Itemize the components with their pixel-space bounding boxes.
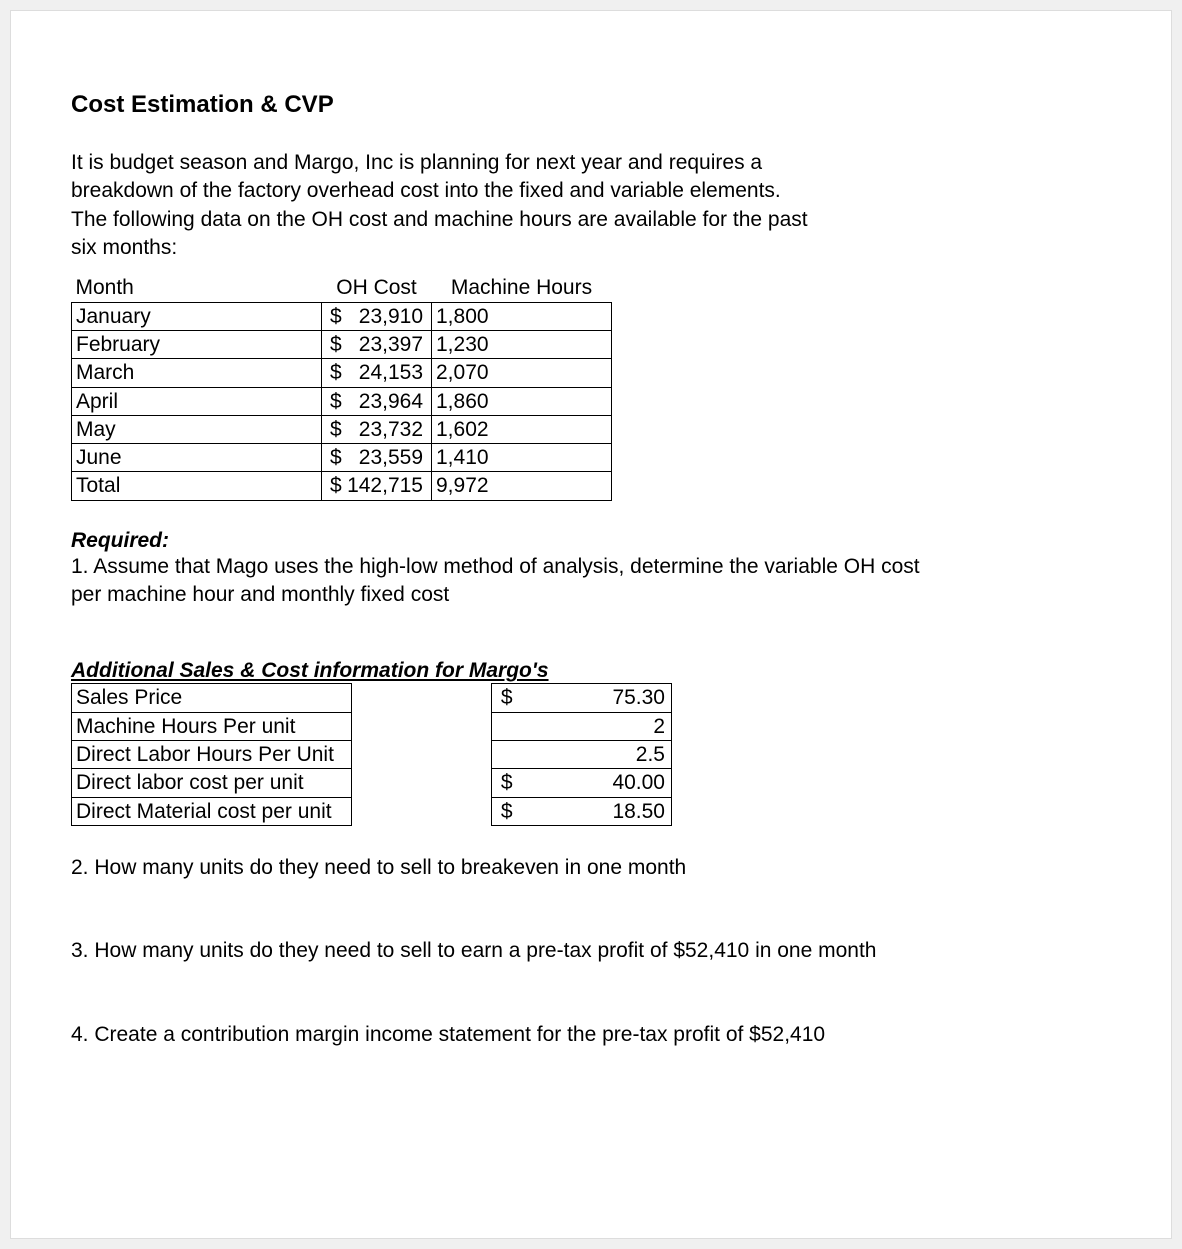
- table-row: January $23,910 1,800: [72, 302, 612, 330]
- info-gap: [352, 769, 492, 797]
- cell-oh: $23,559: [322, 444, 432, 472]
- cell-oh: $23,732: [322, 415, 432, 443]
- table-row: Machine Hours Per unit 2: [72, 712, 672, 740]
- table-row: May $23,732 1,602: [72, 415, 612, 443]
- currency-symbol: $: [492, 684, 522, 712]
- info-value: 75.30: [522, 684, 672, 712]
- currency-symbol: $: [330, 388, 342, 415]
- cell-oh: $24,153: [322, 359, 432, 387]
- additional-info-title: Additional Sales & Cost information for …: [71, 659, 1111, 683]
- currency-symbol: $: [330, 416, 342, 443]
- currency-symbol: $: [330, 331, 342, 358]
- table-row: June $23,559 1,410: [72, 444, 612, 472]
- table-header-row: Month OH Cost Machine Hours: [72, 274, 612, 302]
- info-gap: [352, 741, 492, 769]
- info-row-label: Direct Material cost per unit: [72, 797, 352, 825]
- cell-month: March: [72, 359, 322, 387]
- table-row: April $23,964 1,860: [72, 387, 612, 415]
- cell-oh: $142,715: [322, 472, 432, 500]
- table-row: March $24,153 2,070: [72, 359, 612, 387]
- oh-value: 23,732: [359, 416, 423, 443]
- oh-value: 23,910: [359, 303, 423, 330]
- cell-mh: 1,800: [432, 302, 612, 330]
- page-title: Cost Estimation & CVP: [71, 91, 1111, 119]
- cell-mh: 1,230: [432, 330, 612, 358]
- cost-info-table: Sales Price $ 75.30 Machine Hours Per un…: [71, 683, 672, 825]
- info-value: 2.5: [522, 741, 672, 769]
- currency-symbol: [492, 712, 522, 740]
- question-2: 2. How many units do they need to sell t…: [71, 854, 1111, 882]
- info-gap: [352, 797, 492, 825]
- overhead-table: Month OH Cost Machine Hours January $23,…: [71, 274, 612, 500]
- cell-mh: 1,410: [432, 444, 612, 472]
- required-label: Required:: [71, 529, 1111, 553]
- col-header-mh: Machine Hours: [432, 274, 612, 302]
- question-4: 4. Create a contribution margin income s…: [71, 1021, 1111, 1049]
- col-header-oh: OH Cost: [322, 274, 432, 302]
- currency-symbol: $: [330, 303, 342, 330]
- cell-month: Total: [72, 472, 322, 500]
- info-gap: [352, 712, 492, 740]
- table-row: Direct Labor Hours Per Unit 2.5: [72, 741, 672, 769]
- table-row: Direct Material cost per unit $ 18.50: [72, 797, 672, 825]
- question-1: 1. Assume that Mago uses the high-low me…: [71, 553, 931, 610]
- info-value: 18.50: [522, 797, 672, 825]
- cell-mh: 1,860: [432, 387, 612, 415]
- info-value: 40.00: [522, 769, 672, 797]
- table-row-total: Total $142,715 9,972: [72, 472, 612, 500]
- cell-mh: 1,602: [432, 415, 612, 443]
- oh-value: 24,153: [359, 359, 423, 386]
- cell-month: January: [72, 302, 322, 330]
- cell-month: May: [72, 415, 322, 443]
- currency-symbol: $: [330, 359, 342, 386]
- cell-month: April: [72, 387, 322, 415]
- cell-month: February: [72, 330, 322, 358]
- cell-oh: $23,964: [322, 387, 432, 415]
- oh-value: 23,964: [359, 388, 423, 415]
- info-row-label: Machine Hours Per unit: [72, 712, 352, 740]
- cell-mh: 9,972: [432, 472, 612, 500]
- question-3: 3. How many units do they need to sell t…: [71, 937, 1111, 965]
- info-row-label: Direct labor cost per unit: [72, 769, 352, 797]
- info-row-label: Direct Labor Hours Per Unit: [72, 741, 352, 769]
- col-header-month: Month: [72, 274, 322, 302]
- currency-symbol: $: [492, 769, 522, 797]
- cell-oh: $23,910: [322, 302, 432, 330]
- info-gap: [352, 684, 492, 712]
- table-row: Sales Price $ 75.30: [72, 684, 672, 712]
- cell-month: June: [72, 444, 322, 472]
- cell-mh: 2,070: [432, 359, 612, 387]
- oh-value: 23,397: [359, 331, 423, 358]
- currency-symbol: $: [330, 444, 342, 471]
- info-row-label: Sales Price: [72, 684, 352, 712]
- currency-symbol: [492, 741, 522, 769]
- table-row: Direct labor cost per unit $ 40.00: [72, 769, 672, 797]
- intro-paragraph: It is budget season and Margo, Inc is pl…: [71, 149, 811, 262]
- currency-symbol: $: [330, 472, 342, 499]
- oh-value: 142,715: [347, 472, 423, 499]
- table-row: February $23,397 1,230: [72, 330, 612, 358]
- currency-symbol: $: [492, 797, 522, 825]
- oh-value: 23,559: [359, 444, 423, 471]
- document-page: Cost Estimation & CVP It is budget seaso…: [10, 10, 1172, 1239]
- info-value: 2: [522, 712, 672, 740]
- cell-oh: $23,397: [322, 330, 432, 358]
